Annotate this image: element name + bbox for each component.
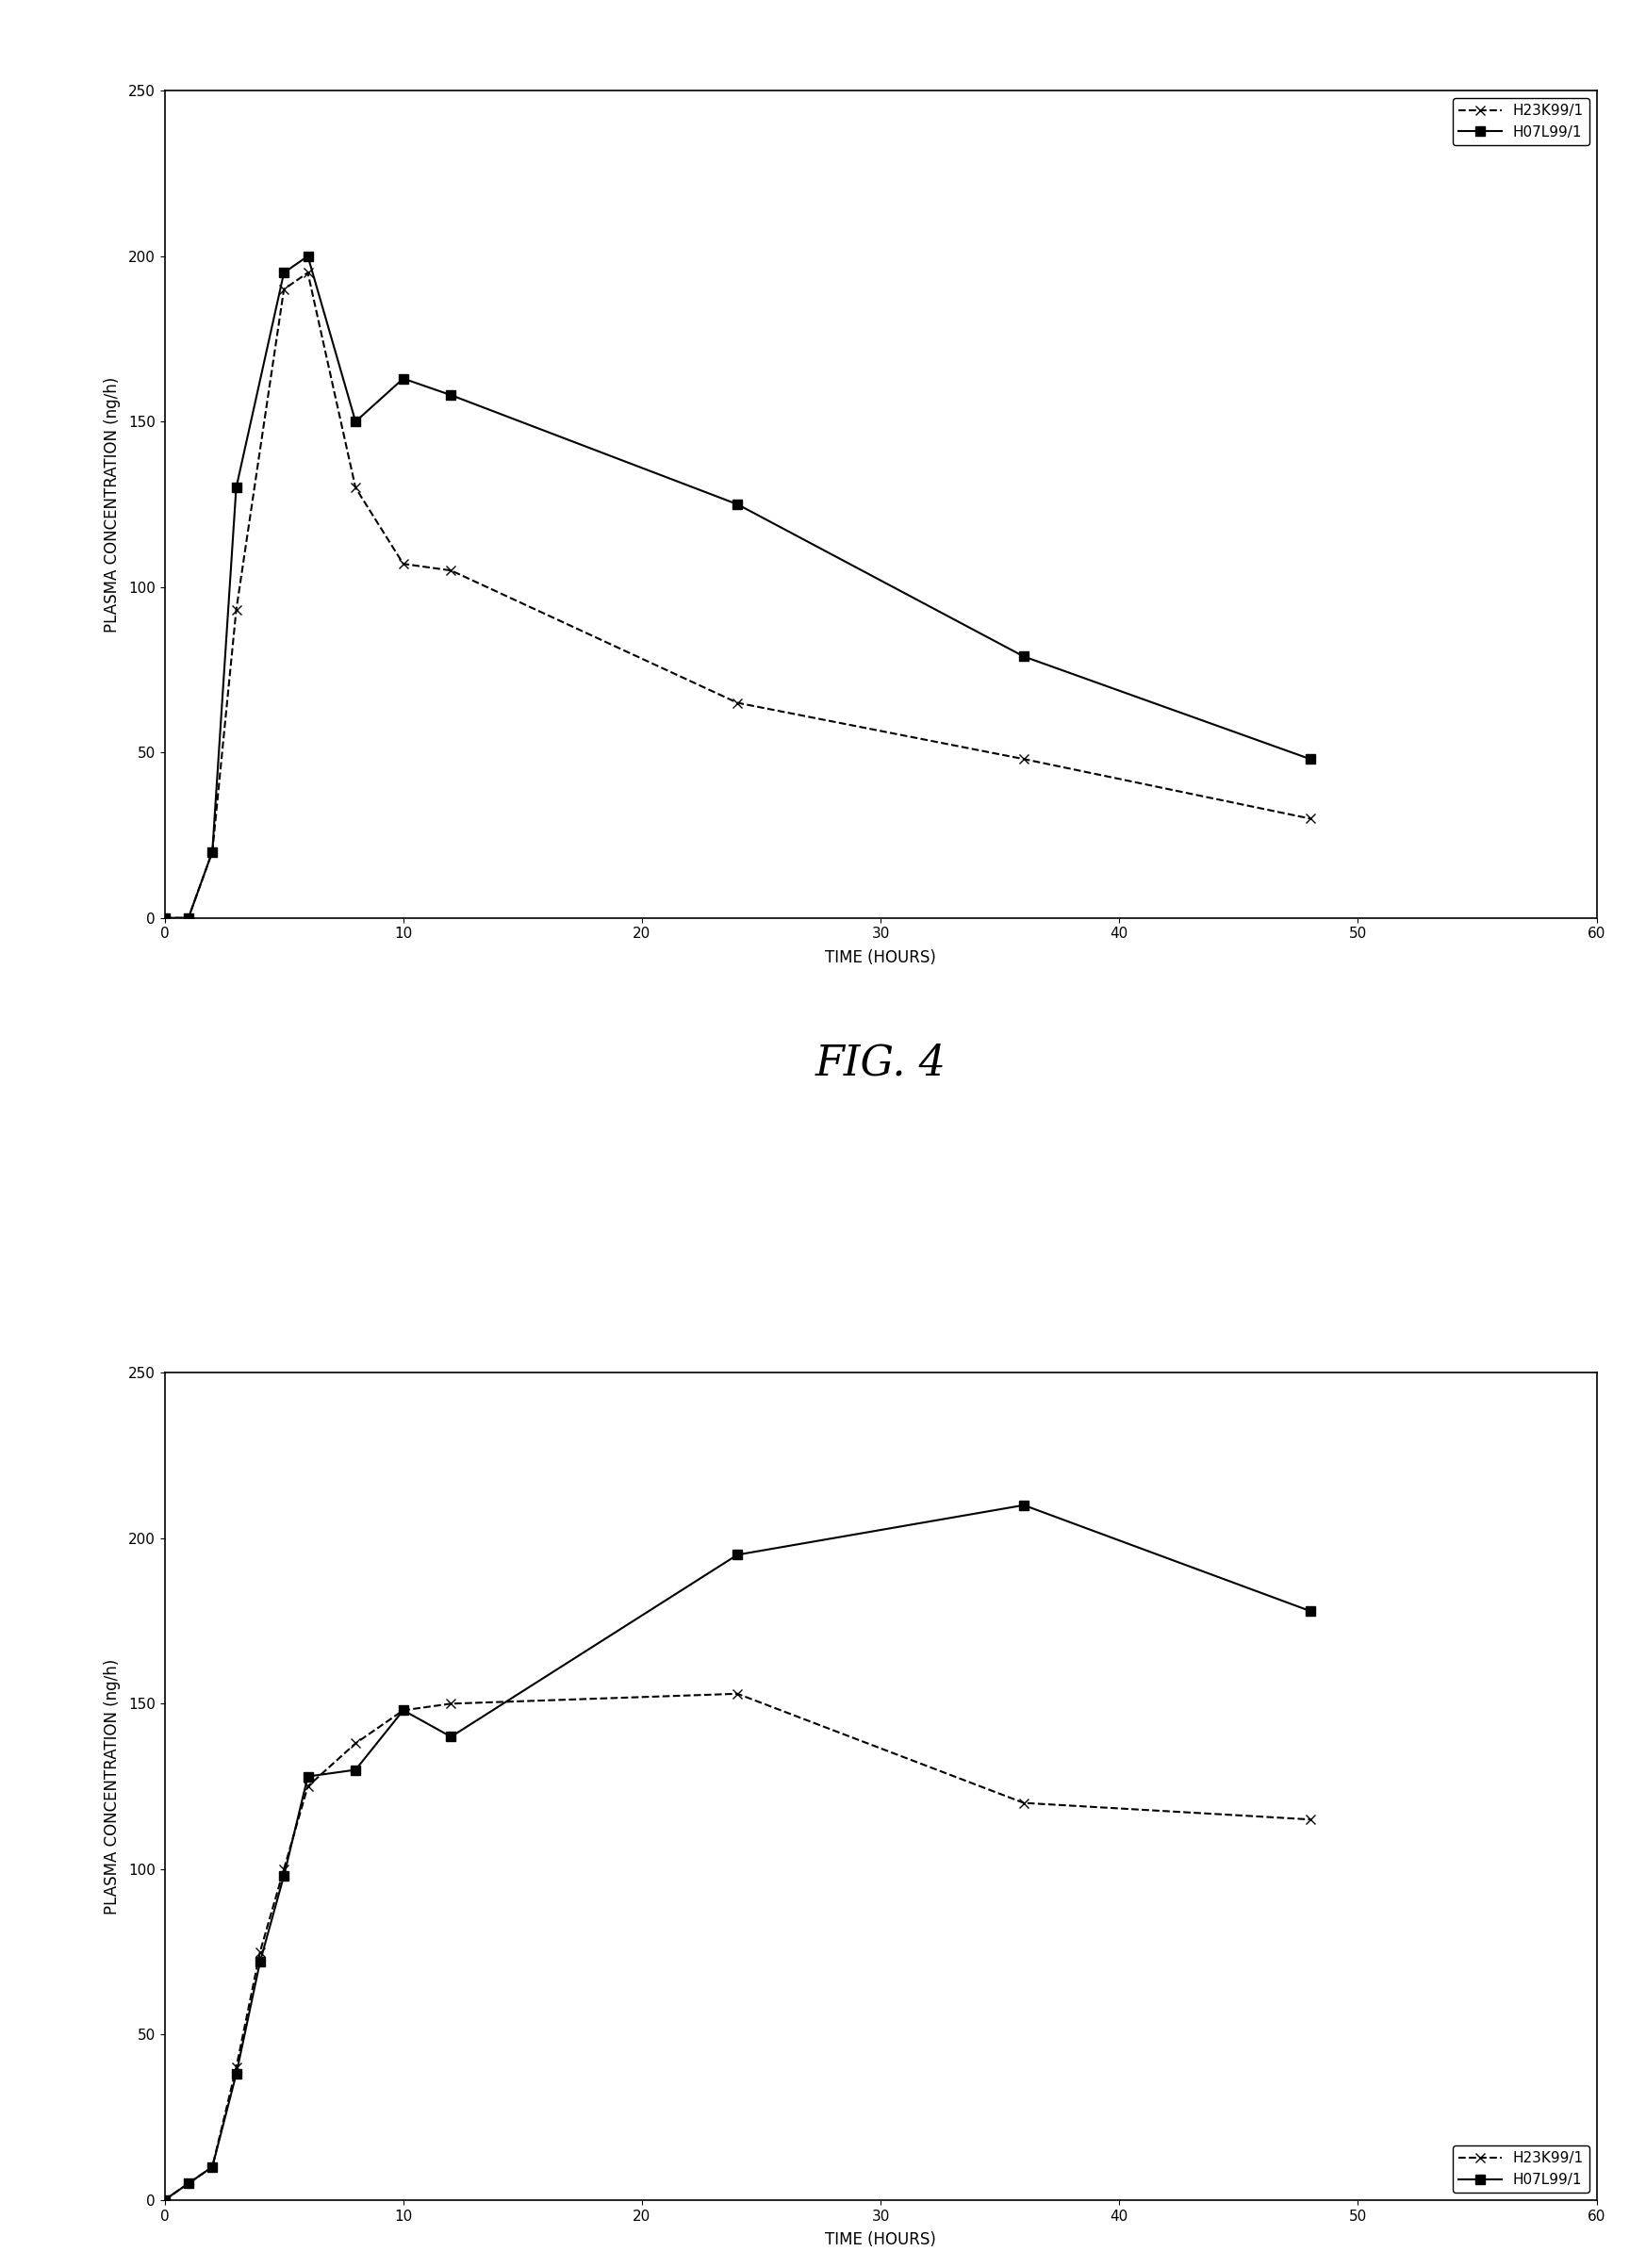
H07L99/1 [202, 839, 222, 866]
H23K99/1 [227, 2055, 247, 2082]
H23K99/1 [155, 905, 174, 932]
H23K99/1 [1300, 805, 1320, 832]
H07L99/1 [227, 2062, 247, 2089]
Text: FIG. 4: FIG. 4 [815, 1043, 946, 1084]
H07L99/1 [179, 2170, 199, 2198]
Line: H07L99/1: H07L99/1 [160, 252, 1315, 923]
H07L99/1 [393, 1696, 413, 1724]
H23K99/1 [202, 2152, 222, 2180]
Y-axis label: PLASMA CONCENTRATION (ng/h): PLASMA CONCENTRATION (ng/h) [104, 376, 120, 633]
H07L99/1 [179, 905, 199, 932]
H07L99/1 [346, 408, 365, 435]
H23K99/1 [728, 689, 747, 717]
H23K99/1 [250, 1939, 270, 1966]
H23K99/1 [179, 2170, 199, 2198]
H23K99/1 [393, 1696, 413, 1724]
H23K99/1 [1014, 1789, 1034, 1817]
H07L99/1 [227, 474, 247, 501]
H07L99/1 [275, 259, 295, 286]
H07L99/1 [298, 243, 318, 270]
H07L99/1 [1300, 746, 1320, 773]
Y-axis label: PLASMA CONCENTRATION (ng/h): PLASMA CONCENTRATION (ng/h) [104, 1658, 120, 1914]
H23K99/1 [441, 1690, 461, 1717]
H07L99/1 [250, 1948, 270, 1975]
X-axis label: TIME (HOURS): TIME (HOURS) [825, 2232, 937, 2248]
H23K99/1 [155, 2186, 174, 2214]
H07L99/1 [155, 2186, 174, 2214]
Line: H07L99/1: H07L99/1 [160, 1501, 1315, 2204]
H07L99/1 [298, 1762, 318, 1789]
H23K99/1 [298, 1774, 318, 1801]
H07L99/1 [155, 905, 174, 932]
H07L99/1 [1014, 642, 1034, 669]
H07L99/1 [441, 381, 461, 408]
H07L99/1 [728, 1542, 747, 1569]
H23K99/1 [179, 905, 199, 932]
H23K99/1 [298, 259, 318, 286]
Legend: H23K99/1, H07L99/1: H23K99/1, H07L99/1 [1452, 98, 1590, 145]
H23K99/1 [1300, 1805, 1320, 1833]
H23K99/1 [346, 1730, 365, 1758]
H23K99/1 [275, 1855, 295, 1882]
H23K99/1 [1014, 746, 1034, 773]
Line: H23K99/1: H23K99/1 [160, 1690, 1315, 2204]
H07L99/1 [441, 1724, 461, 1751]
X-axis label: TIME (HOURS): TIME (HOURS) [825, 948, 937, 966]
H07L99/1 [346, 1755, 365, 1783]
H23K99/1 [346, 474, 365, 501]
H23K99/1 [275, 277, 295, 304]
H07L99/1 [1014, 1492, 1034, 1520]
H23K99/1 [393, 551, 413, 578]
H07L99/1 [393, 365, 413, 392]
H07L99/1 [1300, 1597, 1320, 1624]
Legend: H23K99/1, H07L99/1: H23K99/1, H07L99/1 [1452, 2146, 1590, 2193]
H07L99/1 [202, 2152, 222, 2180]
H23K99/1 [227, 596, 247, 624]
H07L99/1 [728, 490, 747, 517]
H07L99/1 [275, 1862, 295, 1889]
Line: H23K99/1: H23K99/1 [160, 268, 1315, 923]
H23K99/1 [202, 839, 222, 866]
H23K99/1 [728, 1681, 747, 1708]
H23K99/1 [441, 558, 461, 585]
